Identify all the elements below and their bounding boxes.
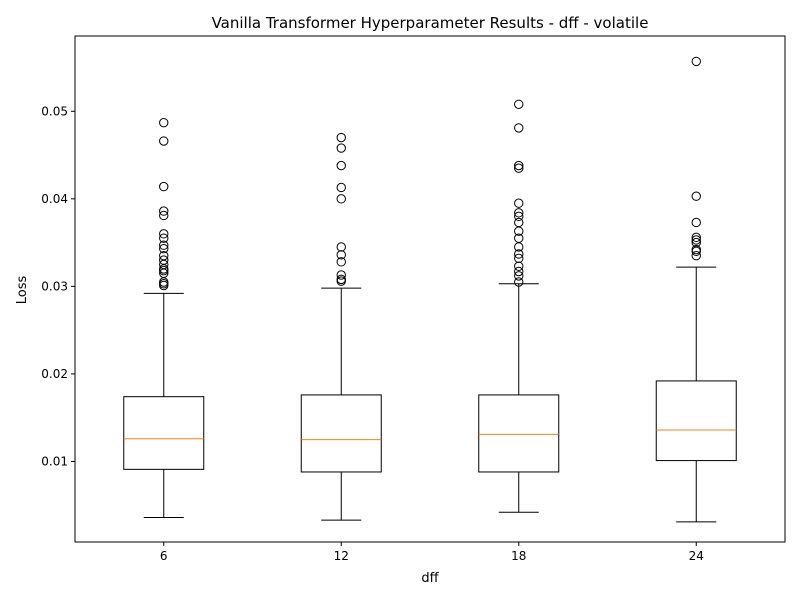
box bbox=[300, 394, 382, 473]
outlier-point bbox=[336, 182, 346, 193]
outlier-point bbox=[691, 244, 701, 255]
box bbox=[123, 396, 205, 470]
outlier-point bbox=[159, 117, 169, 128]
outlier-point bbox=[514, 233, 524, 243]
outlier-point bbox=[514, 217, 524, 228]
outlier-point bbox=[514, 123, 524, 133]
outlier-point bbox=[336, 270, 346, 280]
outlier-point bbox=[514, 249, 524, 259]
outlier-point bbox=[159, 229, 169, 239]
outlier-point bbox=[336, 274, 346, 285]
outlier-point bbox=[691, 232, 701, 243]
outlier-point bbox=[336, 194, 346, 204]
x-tick-label: 6 bbox=[160, 549, 168, 563]
outlier-point bbox=[336, 257, 346, 267]
y-axis-label: Loss bbox=[15, 276, 30, 305]
plot-frame bbox=[74, 35, 786, 543]
outlier-point bbox=[159, 206, 169, 216]
y-tick-label: 0.05 bbox=[41, 104, 68, 118]
outlier-point bbox=[691, 235, 701, 245]
x-tick-label: 12 bbox=[334, 549, 349, 563]
chart-title: Vanilla Transformer Hyperparameter Resul… bbox=[212, 14, 649, 32]
outlier-point bbox=[691, 217, 701, 228]
y-tick-label: 0.03 bbox=[41, 279, 68, 293]
outlier-point bbox=[514, 160, 524, 171]
outlier-point bbox=[336, 160, 346, 171]
outlier-point bbox=[514, 253, 524, 264]
outlier-point bbox=[159, 136, 169, 146]
box bbox=[655, 380, 737, 462]
outlier-point bbox=[691, 251, 701, 261]
outlier-point bbox=[514, 271, 524, 281]
outlier-point bbox=[159, 251, 169, 261]
outlier-point bbox=[336, 242, 346, 252]
x-tick-label: 18 bbox=[511, 549, 526, 563]
outlier-point bbox=[159, 210, 169, 221]
outlier-point bbox=[514, 198, 524, 208]
outlier-point bbox=[336, 143, 346, 153]
outlier-point bbox=[336, 250, 346, 260]
outlier-point bbox=[691, 191, 701, 201]
box-group-12 bbox=[300, 132, 382, 521]
outlier-point bbox=[514, 99, 524, 109]
outlier-point bbox=[159, 244, 169, 254]
outlier-point bbox=[514, 261, 524, 271]
outlier-point bbox=[514, 266, 524, 277]
outlier-point bbox=[159, 240, 169, 250]
outlier-point bbox=[159, 233, 169, 243]
outlier-point bbox=[514, 208, 524, 218]
box-group-18 bbox=[478, 99, 560, 513]
outlier-point bbox=[159, 255, 169, 265]
outlier-point bbox=[514, 277, 524, 287]
outlier-point bbox=[514, 211, 524, 222]
box-group-24 bbox=[655, 56, 737, 523]
outlier-point bbox=[691, 237, 701, 248]
outlier-point bbox=[514, 163, 524, 173]
y-tick-label: 0.04 bbox=[41, 192, 68, 206]
outlier-point bbox=[336, 132, 346, 143]
box-group-6 bbox=[123, 117, 205, 518]
y-tick-label: 0.01 bbox=[41, 454, 68, 468]
outlier-point bbox=[691, 56, 701, 67]
box bbox=[478, 394, 560, 473]
plot-area: 0.01 0.02 0.03 0.04 0.05 6 12 18 24 bbox=[41, 56, 737, 563]
y-tick-label: 0.02 bbox=[41, 367, 68, 381]
x-axis-label: dff bbox=[421, 571, 439, 586]
outlier-point bbox=[159, 181, 169, 192]
x-tick-label: 24 bbox=[689, 549, 704, 563]
